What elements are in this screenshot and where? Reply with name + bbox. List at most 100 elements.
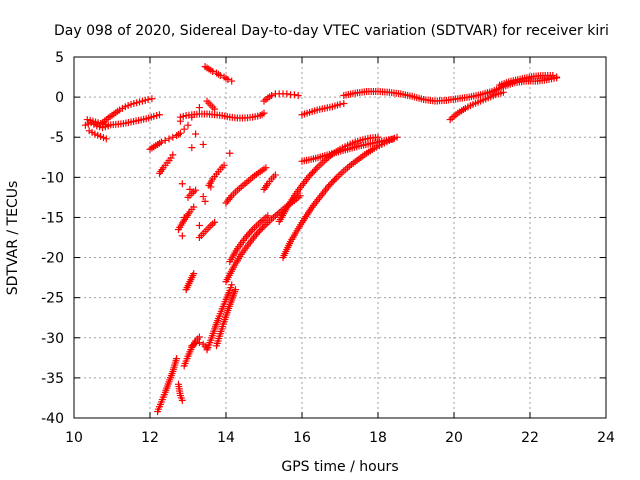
data-point — [232, 286, 239, 294]
x-tick-label: 10 — [65, 430, 83, 446]
data-point-interp — [309, 169, 317, 177]
data-point — [294, 92, 302, 100]
series-track-5 — [146, 129, 184, 153]
data-point — [216, 71, 224, 79]
data-point-interp — [329, 177, 337, 185]
chart-title: Day 098 of 2020, Sidereal Day-to-day VTE… — [54, 23, 609, 39]
x-tick-label: 14 — [217, 430, 235, 446]
series-track-24 — [213, 286, 239, 350]
data-point — [192, 130, 200, 138]
y-tick-label: -10 — [41, 170, 64, 186]
series-track-14 — [203, 97, 219, 113]
data-point-interp — [307, 170, 315, 178]
data-point — [199, 193, 207, 201]
ticks — [73, 56, 607, 419]
series-track-13 — [201, 63, 236, 85]
data-point — [306, 172, 314, 180]
series-track-7 — [176, 109, 268, 122]
data-point-interp — [328, 179, 336, 187]
data-point — [195, 333, 203, 341]
data-point — [156, 111, 163, 119]
data-point — [173, 355, 181, 363]
data-point — [180, 125, 188, 133]
series-scatter-pts — [176, 104, 234, 240]
y-tick-label: -5 — [50, 130, 64, 146]
series-track-23 — [203, 281, 236, 354]
data-point — [211, 105, 219, 113]
x-tick-label: 18 — [369, 430, 387, 446]
data-point — [389, 135, 397, 143]
data-point — [290, 91, 298, 99]
data-points — [81, 63, 561, 416]
data-point — [176, 129, 184, 137]
data-point — [192, 186, 200, 194]
data-point — [340, 100, 348, 108]
data-point — [271, 171, 279, 179]
data-point-interp — [331, 176, 339, 184]
data-point — [188, 113, 196, 121]
data-point — [190, 203, 198, 211]
y-tick-label: -40 — [41, 411, 64, 427]
data-point — [195, 221, 203, 229]
data-point — [157, 138, 165, 146]
x-tick-label: 20 — [445, 430, 463, 446]
grid — [74, 57, 606, 418]
data-point — [190, 270, 198, 278]
data-point — [549, 71, 557, 79]
y-tick-label: -30 — [41, 331, 64, 347]
data-point — [148, 95, 156, 103]
data-point — [188, 144, 196, 152]
data-point-interp — [254, 229, 262, 237]
series-track-2 — [85, 127, 110, 143]
data-point — [262, 164, 270, 172]
data-point-interp — [257, 225, 265, 233]
series-track-22 — [222, 192, 304, 286]
series-track-8 — [260, 90, 302, 105]
series-track-9 — [298, 100, 348, 119]
data-point — [209, 67, 217, 75]
data-point — [180, 213, 188, 221]
data-point — [264, 212, 272, 220]
data-point — [228, 281, 236, 289]
data-point — [203, 344, 211, 352]
x-tick-label: 16 — [293, 430, 311, 446]
data-point — [220, 161, 228, 169]
series-track-19 — [222, 164, 270, 207]
series-track-21 — [226, 212, 272, 266]
data-point — [228, 77, 236, 85]
data-point — [178, 232, 186, 240]
data-point — [226, 149, 234, 157]
series-track-15 — [205, 161, 228, 189]
series-track-17 — [184, 186, 200, 201]
tick-labels: 10 12 14 16 18 20 22 24 5 0 -5 -10 -15 -20 -25 -30 -35 -4… — [41, 50, 615, 446]
series-track-20 — [260, 171, 279, 193]
data-point — [104, 122, 112, 130]
x-tick-label: 24 — [597, 430, 615, 446]
data-point-interp — [255, 227, 263, 235]
data-point — [186, 185, 194, 193]
y-tick-label: 5 — [55, 50, 64, 66]
series-track-3 — [99, 95, 156, 127]
data-point — [165, 135, 173, 143]
series-track-12 — [496, 71, 561, 89]
data-point — [260, 109, 268, 117]
data-point — [553, 73, 561, 81]
y-tick-label: -25 — [41, 291, 64, 307]
plot-frame — [73, 56, 607, 419]
data-point — [169, 151, 177, 159]
data-point — [201, 197, 209, 205]
data-point — [283, 90, 291, 98]
data-point — [499, 88, 507, 96]
data-point-interp — [312, 165, 320, 173]
series-track-11 — [446, 88, 507, 124]
data-point — [268, 92, 276, 100]
data-point — [178, 396, 186, 404]
series-track-18 — [195, 218, 219, 241]
data-point — [161, 136, 169, 144]
data-point — [393, 133, 401, 141]
y-tick-label: 0 — [55, 90, 64, 106]
y-tick-label: -15 — [41, 210, 64, 226]
data-point — [169, 133, 177, 141]
data-point-interp — [326, 181, 334, 189]
